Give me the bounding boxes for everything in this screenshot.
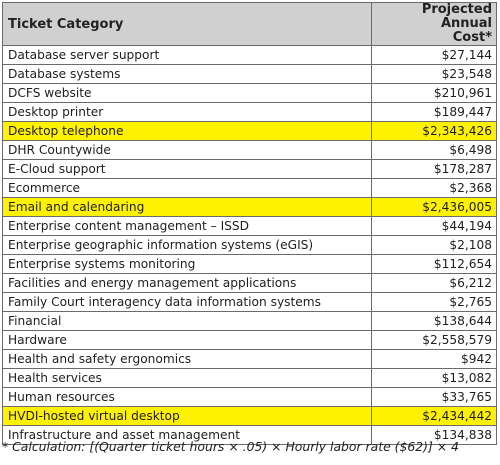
table-row: Hardware $2,558,579 xyxy=(2,330,497,350)
header-projected-annual-cost-label: Projected Annual Cost* xyxy=(421,2,492,45)
ticket-category-cell: Financial xyxy=(2,311,372,331)
table-row: Ecommerce $2,368 xyxy=(2,178,497,198)
ticket-category-cell: Enterprise systems monitoring xyxy=(2,254,372,274)
projected-cost-cell: $23,548 xyxy=(371,64,497,84)
ticket-category-cell: Health services xyxy=(2,368,372,388)
table-body: Database server support $27,144 Database s… xyxy=(2,45,497,445)
projected-cost-cell: $2,765 xyxy=(371,292,497,312)
table-row: Health and safety ergonomics $942 xyxy=(2,349,497,369)
ticket-category-cell: Enterprise geographic information system… xyxy=(2,235,372,255)
ticket-category-cell: Email and calendaring xyxy=(2,197,372,217)
projected-cost-cell: $112,654 xyxy=(371,254,497,274)
projected-cost-cell: $2,368 xyxy=(371,178,497,198)
projected-cost-cell: $13,082 xyxy=(371,368,497,388)
projected-cost-cell: $33,765 xyxy=(371,387,497,407)
ticket-category-cell: Human resources xyxy=(2,387,372,407)
table-row: Enterprise content management – ISSD $44,… xyxy=(2,216,497,236)
table-row: Facilities and energy management applica… xyxy=(2,273,497,293)
projected-cost-cell: $2,558,579 xyxy=(371,330,497,350)
table-row: Human resources $33,765 xyxy=(2,387,497,407)
header-projected-annual-cost: Projected Annual Cost* xyxy=(371,2,497,46)
projected-cost-cell: $6,212 xyxy=(371,273,497,293)
projected-cost-cell: $27,144 xyxy=(371,45,497,65)
ticket-cost-table: Ticket Category Projected Annual Cost* D… xyxy=(2,2,497,445)
table-row: Financial $138,644 xyxy=(2,311,497,331)
projected-cost-cell: $2,343,426 xyxy=(371,121,497,141)
ticket-category-cell: Ecommerce xyxy=(2,178,372,198)
projected-cost-cell: $6,498 xyxy=(371,140,497,160)
table-row: Email and calendaring $2,436,005 xyxy=(2,197,497,217)
table-row: Database server support $27,144 xyxy=(2,45,497,65)
ticket-category-cell: Database server support xyxy=(2,45,372,65)
projected-cost-cell: $189,447 xyxy=(371,102,497,122)
projected-cost-cell: $134,838 xyxy=(371,425,497,445)
projected-cost-cell: $2,108 xyxy=(371,235,497,255)
projected-cost-cell: $2,436,005 xyxy=(371,197,497,217)
table-row: Infrastructure and asset management $134,… xyxy=(2,425,497,445)
ticket-category-cell: Desktop printer xyxy=(2,102,372,122)
ticket-category-cell: Database systems xyxy=(2,64,372,84)
calculation-footnote: * Calculation: [(Quarter ticket hours × … xyxy=(2,439,459,454)
ticket-category-cell: DHR Countywide xyxy=(2,140,372,160)
ticket-category-cell: Family Court interagency data informatio… xyxy=(2,292,372,312)
ticket-category-cell: Desktop telephone xyxy=(2,121,372,141)
ticket-category-cell: HVDI-hosted virtual desktop xyxy=(2,406,372,426)
ticket-category-cell: Facilities and energy management applica… xyxy=(2,273,372,293)
table-row: Health services $13,082 xyxy=(2,368,497,388)
ticket-category-cell: Health and safety ergonomics xyxy=(2,349,372,369)
table-row: Database systems $23,548 xyxy=(2,64,497,84)
table-row: DHR Countywide $6,498 xyxy=(2,140,497,160)
projected-cost-cell: $178,287 xyxy=(371,159,497,179)
table-row: HVDI-hosted virtual desktop $2,434,442 xyxy=(2,406,497,426)
projected-cost-cell: $210,961 xyxy=(371,83,497,103)
table-row: E-Cloud support $178,287 xyxy=(2,159,497,179)
table-row: Enterprise systems monitoring $112,654 xyxy=(2,254,497,274)
table-row: Enterprise geographic information system… xyxy=(2,235,497,255)
projected-cost-cell: $942 xyxy=(371,349,497,369)
ticket-category-cell: E-Cloud support xyxy=(2,159,372,179)
ticket-category-cell: Hardware xyxy=(2,330,372,350)
table-row: Family Court interagency data informatio… xyxy=(2,292,497,312)
ticket-category-cell: Enterprise content management – ISSD xyxy=(2,216,372,236)
ticket-category-cell: DCFS website xyxy=(2,83,372,103)
table-header-row: Ticket Category Projected Annual Cost* xyxy=(2,2,497,46)
header-ticket-category: Ticket Category xyxy=(2,2,372,46)
table-row: Desktop printer $189,447 xyxy=(2,102,497,122)
projected-cost-cell: $44,194 xyxy=(371,216,497,236)
projected-cost-cell: $2,434,442 xyxy=(371,406,497,426)
projected-cost-cell: $138,644 xyxy=(371,311,497,331)
ticket-category-cell: Infrastructure and asset management xyxy=(2,425,372,445)
table-row: Desktop telephone $2,343,426 xyxy=(2,121,497,141)
table-row: DCFS website $210,961 xyxy=(2,83,497,103)
